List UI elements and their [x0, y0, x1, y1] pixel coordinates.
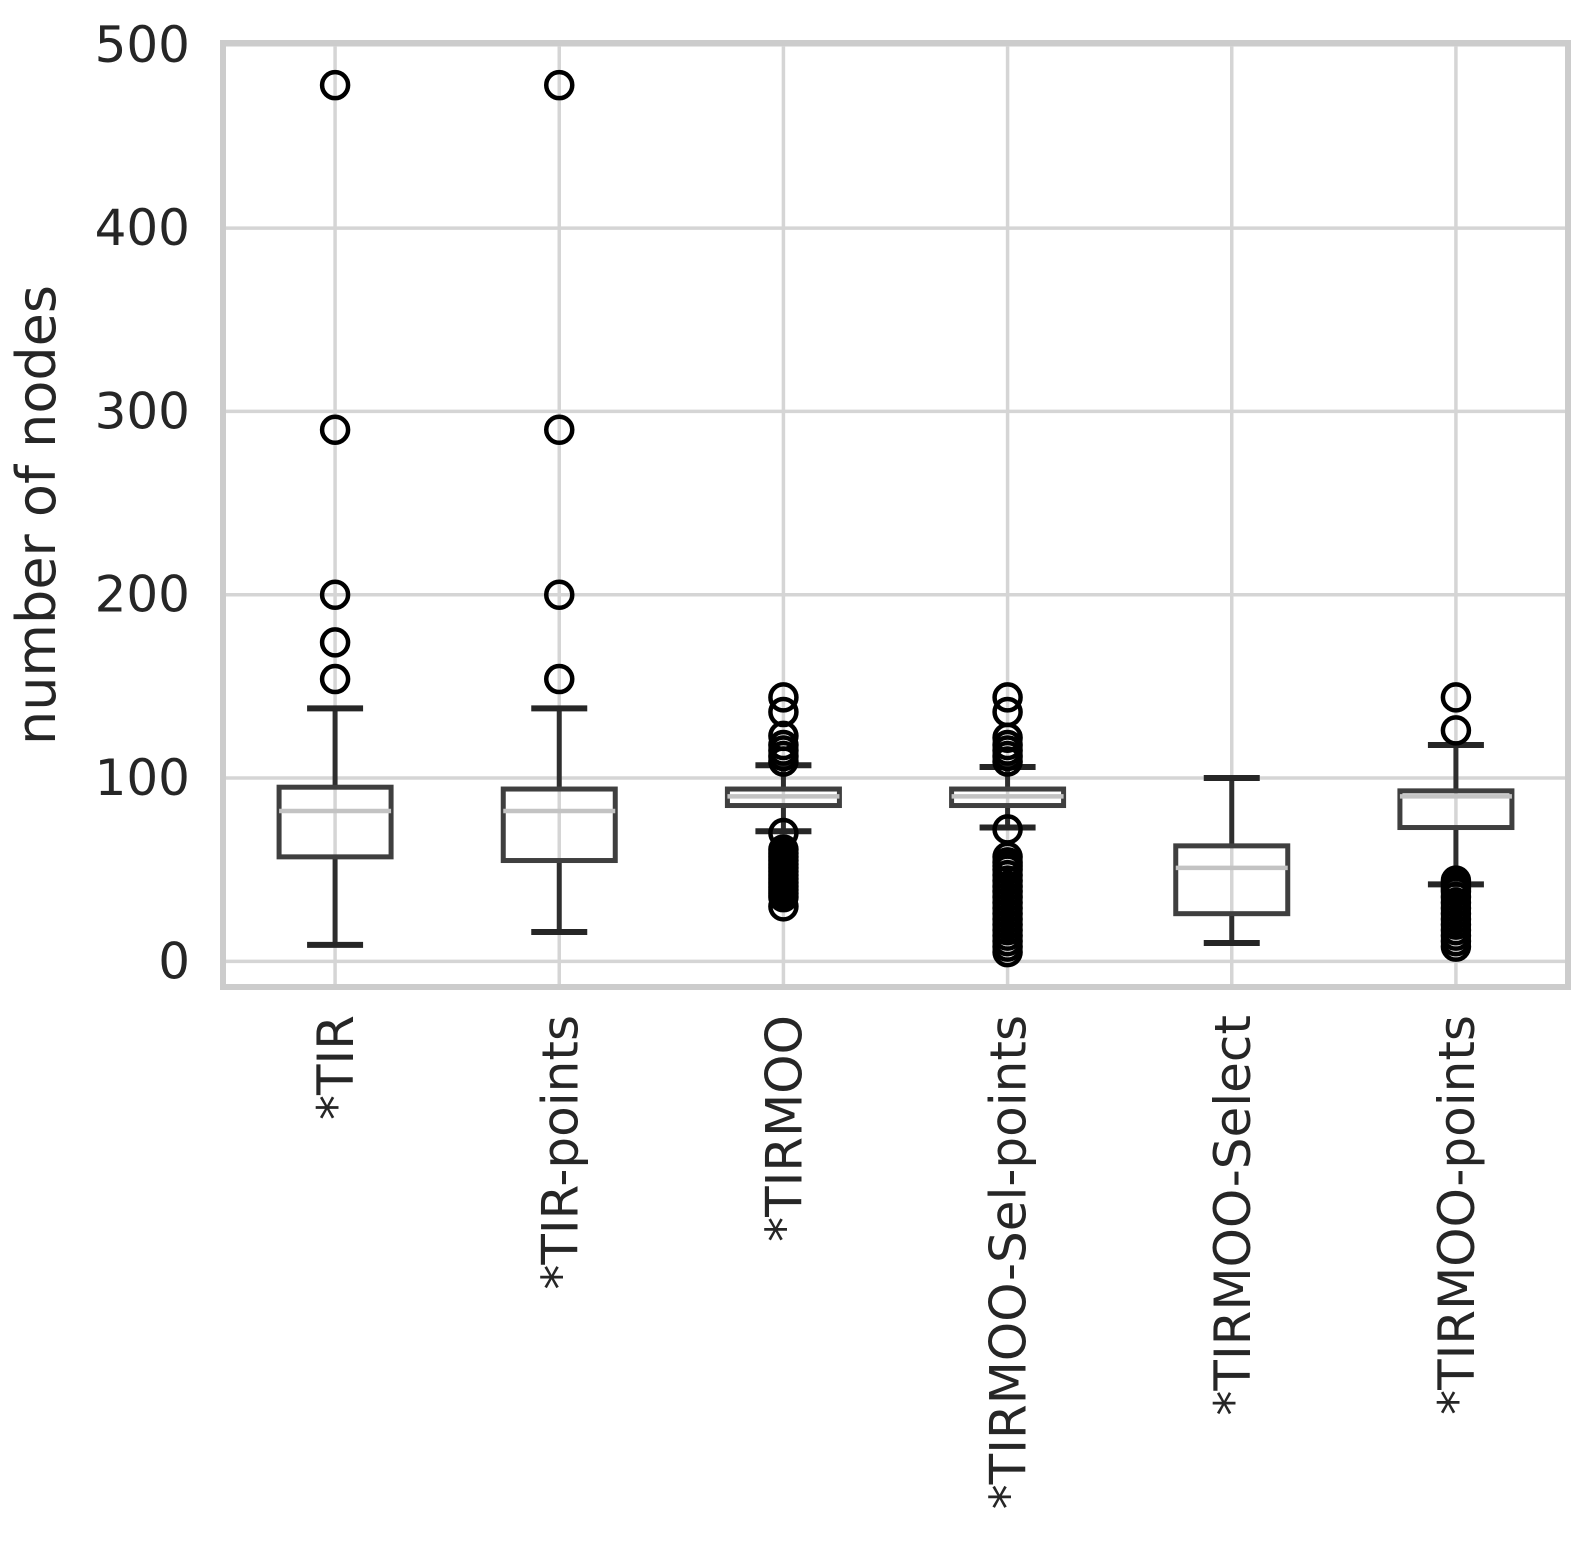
outlier-circle — [544, 69, 575, 101]
outlier-circle — [768, 746, 799, 777]
ytick-label: 100 — [95, 749, 190, 807]
boxplot-*TIRMOO-Select — [1173, 775, 1291, 947]
iqr-box — [500, 786, 618, 864]
ytick-label: 400 — [95, 199, 190, 257]
boxplot-*TIRMOO-points — [1397, 682, 1515, 962]
xtick-label: *TIRMOO-Select — [1204, 1015, 1262, 1416]
axes-frame — [220, 40, 1571, 990]
box-layer — [276, 69, 1515, 968]
outlier-circle — [319, 627, 351, 658]
boxplot-*TIRMOO — [724, 682, 842, 922]
ytick-label: 300 — [95, 382, 190, 440]
ytick-label: 0 — [158, 932, 190, 990]
y-axis-label: number of nodes — [5, 285, 68, 745]
xtick-label: *TIRMOO-Sel-points — [980, 1015, 1038, 1509]
outlier-circle — [319, 69, 351, 101]
outlier-circle — [1440, 715, 1472, 746]
outlier-circle — [768, 881, 799, 913]
boxplot-*TIRMOO-Sel-points — [949, 682, 1067, 968]
outlier-circle — [768, 682, 799, 713]
outlier-circle — [319, 414, 351, 446]
xtick-label: *TIR-points — [531, 1015, 589, 1290]
outlier-circle — [768, 891, 799, 922]
outlier-circle — [544, 414, 575, 446]
tick-labels-layer: 0 100 200 300 400 500 *TIR *TIR-points *TIRMOO *T… — [95, 16, 1486, 1509]
outlier-circle — [992, 682, 1023, 713]
outlier-circle — [319, 663, 351, 695]
iqr-box — [1173, 843, 1291, 917]
outlier-circle — [1440, 931, 1472, 962]
axes-spines — [220, 40, 1571, 990]
ytick-label: 500 — [95, 16, 190, 74]
xtick-label: *TIR — [307, 1015, 365, 1120]
outlier-circle — [1440, 682, 1472, 713]
boxplot-*TIR-points — [500, 69, 618, 936]
boxplot-*TIR — [276, 69, 394, 948]
outlier-circle — [992, 746, 1023, 777]
outlier-circle — [544, 663, 575, 695]
iqr-box — [1397, 788, 1515, 831]
grid-layer — [223, 43, 1568, 987]
outlier-circle — [544, 579, 575, 610]
outlier-circle — [992, 936, 1023, 968]
xtick-label: *TIRMOO-points — [1428, 1015, 1486, 1415]
outlier-circle — [319, 579, 351, 610]
xtick-label: *TIRMOO — [755, 1015, 813, 1242]
iqr-box — [276, 784, 394, 860]
ytick-label: 200 — [95, 566, 190, 624]
